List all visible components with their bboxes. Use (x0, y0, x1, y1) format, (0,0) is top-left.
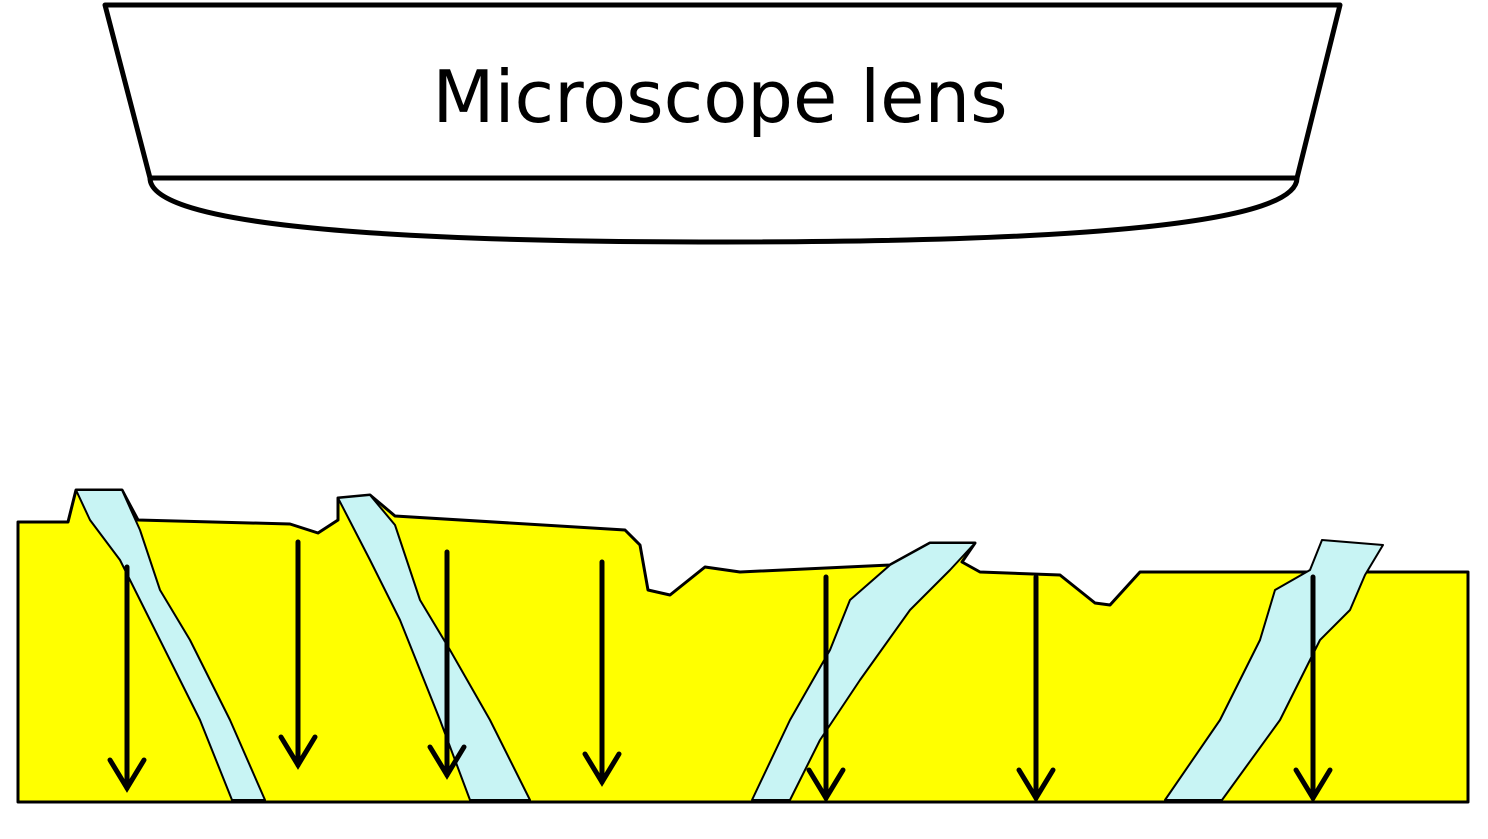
crack (751, 542, 976, 801)
crack (1164, 539, 1384, 801)
arrow (107, 564, 147, 793)
lens (102, 2, 1343, 245)
arrow (1293, 574, 1333, 803)
arrows (107, 539, 1333, 803)
crack (337, 494, 531, 801)
lens-curve (147, 175, 1300, 245)
arrow (427, 549, 467, 780)
arrow (1016, 574, 1056, 803)
lens-body (102, 2, 1343, 181)
lens-label: Microscope lens (432, 55, 1007, 139)
arrow (806, 574, 846, 803)
arrow (278, 539, 318, 770)
cracks (75, 489, 1384, 801)
arrow (582, 559, 622, 787)
crack (75, 489, 266, 801)
